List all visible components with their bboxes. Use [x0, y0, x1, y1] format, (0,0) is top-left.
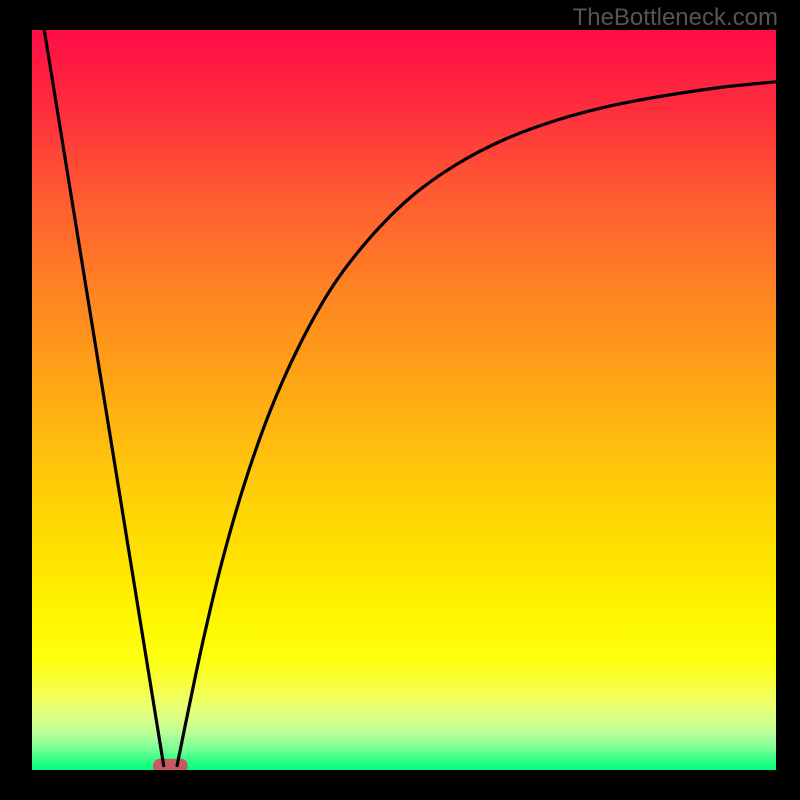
- plot-area: [32, 30, 776, 770]
- chart-container: TheBottleneck.com: [0, 0, 800, 800]
- watermark-label: TheBottleneck.com: [573, 4, 778, 32]
- left-branch: [44, 30, 163, 766]
- right-branch: [177, 82, 776, 766]
- min-marker: [154, 759, 187, 770]
- chart-svg: [32, 30, 776, 770]
